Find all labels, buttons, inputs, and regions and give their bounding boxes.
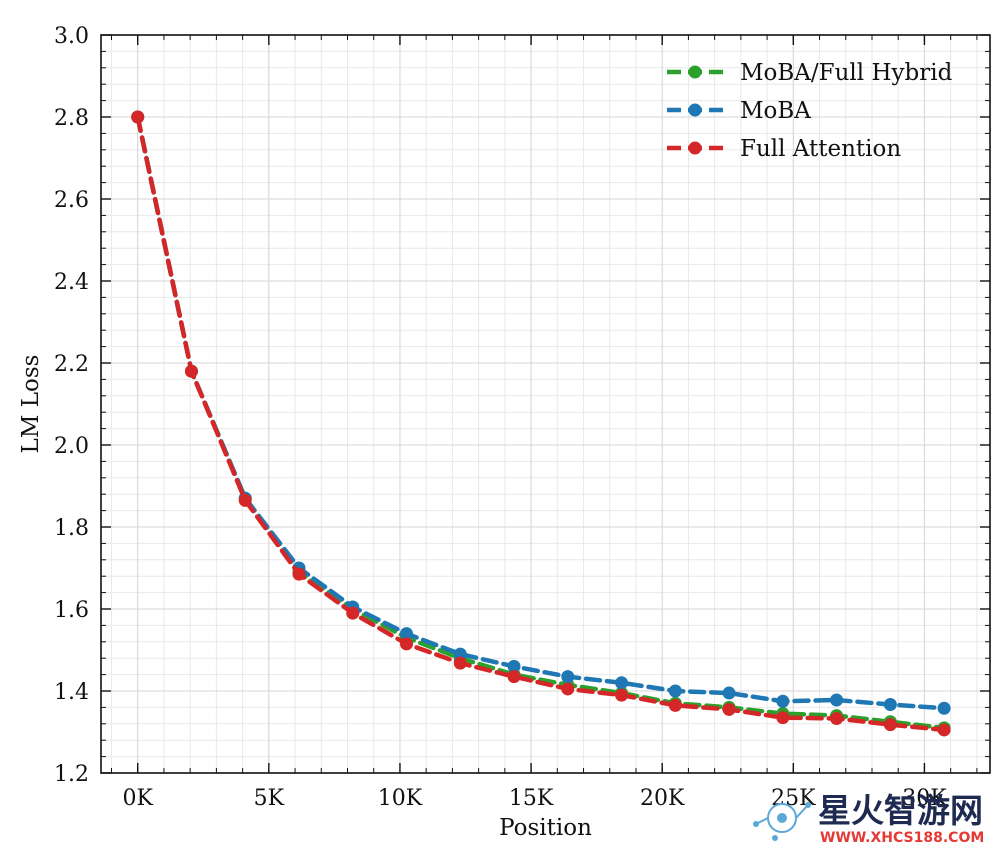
legend-swatch-marker	[688, 141, 702, 155]
data-point	[561, 682, 575, 696]
x-tick-label: 15K	[509, 786, 554, 811]
data-point	[615, 688, 629, 702]
legend-label: Full Attention	[740, 136, 901, 162]
data-point	[561, 670, 575, 684]
legend-item: MoBA	[667, 98, 811, 124]
x-axis-title: Position	[499, 815, 592, 841]
y-tick-label: 2.6	[54, 188, 89, 213]
series-line	[135, 114, 947, 733]
data-point	[131, 110, 145, 124]
data-point	[937, 701, 951, 715]
x-tick-label: 10K	[378, 786, 423, 811]
legend: MoBA/Full Hybrid MoBA Full Attention	[667, 60, 953, 162]
y-tick-label: 1.6	[54, 598, 89, 623]
y-tick-label: 1.8	[54, 516, 89, 541]
data-point	[453, 647, 467, 661]
data-point	[453, 656, 467, 670]
data-point	[400, 637, 414, 651]
data-point	[615, 676, 629, 690]
data-point	[292, 567, 306, 581]
data-point	[722, 686, 736, 700]
y-tick-label: 2.4	[54, 270, 89, 295]
data-point	[722, 702, 736, 716]
x-tick-label: 30K	[902, 786, 947, 811]
watermark-title: 星火智游网	[818, 791, 983, 830]
watermark-logo-icon	[753, 802, 811, 841]
data-point	[668, 698, 682, 712]
data-point	[400, 627, 414, 641]
y-tick-labels: 1.2 1.4 1.6 1.8 2.0 2.2 2.4 2.6 2.8 3.0	[54, 24, 89, 787]
y-axis-title: LM Loss	[18, 355, 44, 454]
legend-swatch-marker	[688, 103, 702, 117]
data-point	[184, 364, 198, 378]
data-point	[883, 698, 897, 712]
series-line	[135, 114, 947, 711]
data-point	[507, 659, 521, 673]
data-point	[238, 493, 252, 507]
y-tick-label: 1.4	[54, 680, 89, 705]
x-tick-label: 20K	[640, 786, 685, 811]
watermark-url: WWW.XHCS188.COM	[820, 830, 984, 846]
y-tick-label: 2.2	[54, 352, 89, 377]
y-tick-label: 3.0	[54, 24, 89, 49]
y-tick-label: 2.8	[54, 106, 89, 131]
data-point	[830, 711, 844, 725]
y-tick-label: 2.0	[54, 434, 89, 459]
data-point	[830, 693, 844, 707]
y-tick-label: 1.2	[54, 762, 89, 787]
legend-label: MoBA/Full Hybrid	[740, 60, 953, 86]
x-tick-labels: 0K 5K 10K 15K 20K 25K 30K	[122, 786, 947, 811]
data-point	[346, 606, 360, 620]
data-point	[883, 718, 897, 732]
data-point	[776, 694, 790, 708]
data-point	[937, 723, 951, 737]
data-point	[668, 684, 682, 698]
axis-ticks	[101, 34, 990, 774]
x-tick-label: 5K	[254, 786, 285, 811]
plot-frame	[100, 34, 991, 774]
watermark: 星火智游网 WWW.XHCS188.COM	[753, 791, 984, 846]
x-tick-label: 0K	[122, 786, 153, 811]
legend-swatch-marker	[688, 65, 702, 79]
data-point	[776, 711, 790, 725]
series-full-attention	[131, 110, 951, 737]
legend-item: MoBA/Full Hybrid	[667, 60, 953, 86]
legend-item: Full Attention	[667, 136, 901, 162]
data-point	[507, 670, 521, 684]
series-moba	[131, 110, 951, 715]
legend-label: MoBA	[740, 98, 811, 124]
series-group	[131, 110, 951, 737]
